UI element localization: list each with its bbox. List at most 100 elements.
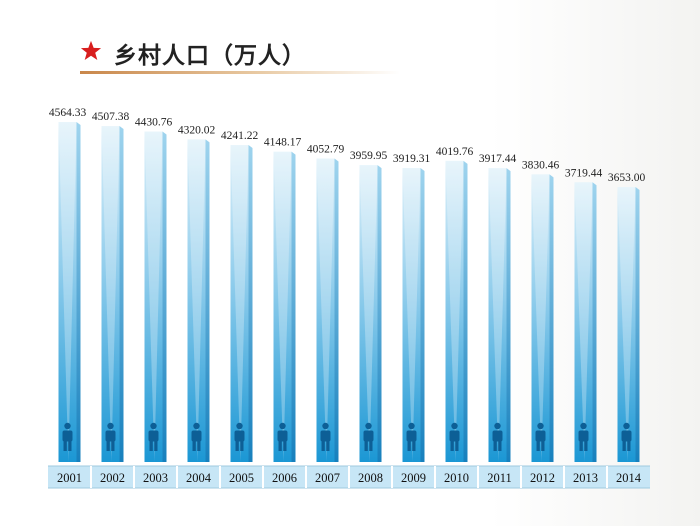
bar-group: 3959.95 2008 xyxy=(350,150,393,488)
bar-side xyxy=(291,151,296,463)
star-icon xyxy=(80,40,102,60)
person-icon xyxy=(62,422,73,451)
bar xyxy=(574,182,593,462)
bar-highlight xyxy=(144,131,163,462)
bar-highlight xyxy=(316,158,335,463)
x-tick-label: 2014 xyxy=(616,471,642,485)
bar-group: 4052.79 2007 xyxy=(307,143,350,488)
x-tick-label: 2004 xyxy=(186,471,212,485)
bar-highlight xyxy=(531,174,550,463)
bar-side xyxy=(205,139,210,463)
bar xyxy=(402,168,421,462)
bar-group: 4507.38 2002 xyxy=(92,111,135,488)
data-label: 4148.17 xyxy=(264,137,302,149)
person-icon xyxy=(234,422,245,451)
bar-highlight xyxy=(445,160,464,462)
x-tick-label: 2009 xyxy=(401,471,426,485)
bar xyxy=(101,126,120,462)
bar-side xyxy=(506,168,511,463)
person-icon xyxy=(105,422,116,451)
bar-highlight xyxy=(58,122,77,462)
bar-highlight xyxy=(230,145,249,463)
bar-group: 4019.76 2010 xyxy=(436,146,479,488)
bar-side xyxy=(635,187,640,462)
person-icon xyxy=(578,422,589,451)
bar-group: 4241.22 2005 xyxy=(221,130,264,488)
bar-side xyxy=(377,165,382,462)
bar-side xyxy=(592,182,597,462)
bar-group: 3830.46 2012 xyxy=(522,159,565,488)
x-tick-label: 2001 xyxy=(57,471,82,485)
bar-highlight xyxy=(359,165,378,462)
data-label: 4564.33 xyxy=(49,107,87,119)
bar xyxy=(230,145,249,463)
person-icon xyxy=(191,422,202,451)
person-icon xyxy=(621,422,632,451)
person-icon xyxy=(320,422,331,451)
x-tick-label: 2010 xyxy=(444,471,469,485)
data-label: 4320.02 xyxy=(178,124,216,136)
bar-group: 3653.00 2014 xyxy=(608,172,646,485)
bar-highlight xyxy=(617,187,636,462)
bar-group: 3919.31 2009 xyxy=(393,153,436,488)
person-icon xyxy=(148,422,159,451)
data-label: 3959.95 xyxy=(350,150,388,162)
data-label: 3653.00 xyxy=(608,172,646,184)
bar xyxy=(531,174,550,463)
chart-title: 乡村人口（万人） xyxy=(114,43,306,69)
bar-highlight xyxy=(488,168,507,463)
bar-highlight xyxy=(574,182,593,462)
person-icon xyxy=(492,422,503,451)
bar-side xyxy=(162,131,167,462)
bar-highlight xyxy=(187,139,206,463)
x-tick-label: 2003 xyxy=(143,471,168,485)
person-icon xyxy=(363,422,374,451)
person-icon xyxy=(449,422,460,451)
bar-side xyxy=(76,122,81,462)
bar-group: 4564.33 2001 xyxy=(49,107,92,488)
bar-side xyxy=(334,158,339,463)
bar-group: 3719.44 2013 xyxy=(565,167,608,488)
bar xyxy=(273,151,292,463)
bar-highlight xyxy=(402,168,421,462)
data-label: 4241.22 xyxy=(221,130,259,142)
bar xyxy=(316,158,335,463)
data-label: 3919.31 xyxy=(393,153,431,165)
bar-highlight xyxy=(273,151,292,463)
x-tick-label: 2005 xyxy=(229,471,254,485)
person-icon xyxy=(406,422,417,451)
x-tick-label: 2007 xyxy=(315,471,340,485)
person-icon xyxy=(535,422,546,451)
person-icon xyxy=(277,422,288,451)
data-label: 3830.46 xyxy=(522,159,560,171)
x-tick-label: 2008 xyxy=(358,471,383,485)
bar-group: 3917.44 2011 xyxy=(479,153,522,488)
bar xyxy=(359,165,378,462)
bar-group: 4148.17 2006 xyxy=(264,137,307,488)
data-label: 4507.38 xyxy=(92,111,130,123)
x-tick-label: 2013 xyxy=(573,471,598,485)
bar-group: 4430.76 2003 xyxy=(135,117,178,488)
bar-group: 4320.02 2004 xyxy=(178,124,221,488)
bar-side xyxy=(119,126,124,462)
title-underline xyxy=(80,71,400,74)
data-label: 3719.44 xyxy=(565,167,603,179)
x-tick-label: 2012 xyxy=(530,471,555,485)
bar xyxy=(445,160,464,462)
bar-side xyxy=(248,145,253,463)
bar-side xyxy=(549,174,554,463)
x-tick-label: 2002 xyxy=(100,471,125,485)
bar xyxy=(187,139,206,463)
data-label: 4019.76 xyxy=(436,146,474,158)
data-label: 3917.44 xyxy=(479,153,517,165)
bar xyxy=(144,131,163,462)
data-label: 4430.76 xyxy=(135,117,173,129)
x-tick-label: 2011 xyxy=(487,471,512,485)
bar xyxy=(488,168,507,463)
data-label: 4052.79 xyxy=(307,143,345,155)
bar xyxy=(617,187,636,462)
bar xyxy=(58,122,77,462)
bar-highlight xyxy=(101,126,120,462)
bar-side xyxy=(463,160,468,462)
